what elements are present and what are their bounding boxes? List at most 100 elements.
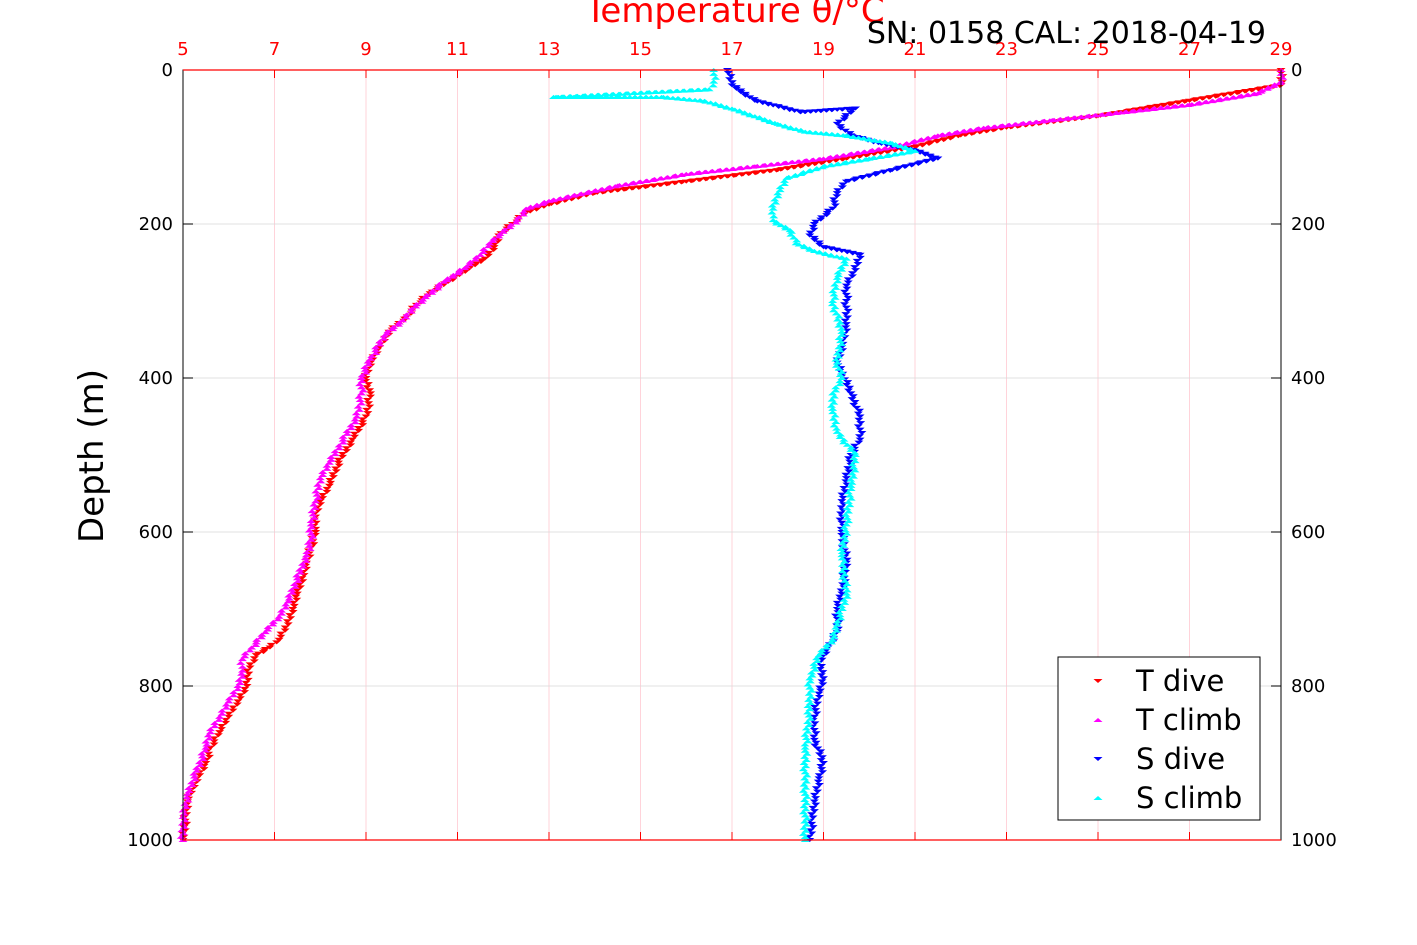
data-point bbox=[807, 688, 817, 693]
data-point bbox=[844, 509, 853, 514]
data-point bbox=[831, 625, 841, 630]
data-point bbox=[325, 478, 335, 483]
data-point bbox=[907, 140, 917, 145]
data-point bbox=[818, 682, 828, 687]
data-point bbox=[330, 452, 340, 457]
data-point bbox=[816, 749, 826, 754]
data-point bbox=[825, 163, 835, 168]
data-point bbox=[850, 459, 860, 464]
data-point bbox=[799, 825, 809, 830]
data-point bbox=[289, 581, 299, 586]
data-point bbox=[758, 163, 768, 168]
data-point bbox=[365, 404, 375, 409]
data-point bbox=[844, 519, 854, 524]
data-point bbox=[836, 616, 846, 621]
data-point bbox=[304, 543, 314, 548]
data-point bbox=[850, 450, 860, 455]
data-point bbox=[240, 651, 250, 656]
data-point bbox=[806, 670, 816, 675]
data-point bbox=[334, 460, 344, 465]
data-point bbox=[531, 203, 541, 208]
data-point bbox=[875, 154, 885, 160]
data-point bbox=[485, 241, 495, 246]
data-point bbox=[190, 777, 200, 782]
data-point bbox=[839, 440, 849, 445]
data-point bbox=[801, 801, 811, 806]
data-point bbox=[886, 145, 896, 150]
data-point bbox=[799, 760, 809, 766]
data-point bbox=[375, 342, 385, 347]
data-point bbox=[845, 131, 855, 136]
data-point bbox=[224, 711, 234, 716]
data-point bbox=[360, 364, 370, 370]
data-point bbox=[851, 106, 861, 111]
data-point bbox=[309, 542, 319, 547]
data-point bbox=[709, 71, 719, 76]
data-point bbox=[833, 279, 843, 284]
data-point bbox=[288, 600, 298, 605]
data-point bbox=[394, 322, 404, 327]
data-point bbox=[819, 760, 828, 766]
data-point bbox=[811, 740, 821, 745]
data-point bbox=[829, 634, 839, 639]
data-point bbox=[755, 116, 765, 121]
data-point bbox=[811, 708, 821, 713]
data-point bbox=[842, 515, 852, 520]
data-point bbox=[814, 694, 824, 700]
data-point bbox=[800, 776, 810, 781]
data-point bbox=[832, 622, 842, 627]
data-point bbox=[818, 670, 828, 675]
data-point bbox=[318, 472, 328, 478]
data-point bbox=[801, 807, 811, 812]
data-point bbox=[851, 268, 861, 273]
data-point bbox=[800, 742, 810, 747]
data-point bbox=[832, 121, 842, 126]
data-point bbox=[498, 229, 508, 234]
data-point bbox=[803, 710, 813, 715]
data-point bbox=[610, 184, 620, 189]
data-point bbox=[828, 410, 838, 415]
data-point bbox=[292, 588, 302, 593]
data-point bbox=[224, 699, 234, 704]
data-point bbox=[1037, 119, 1047, 124]
data-point bbox=[838, 575, 848, 580]
data-point bbox=[775, 185, 785, 190]
data-point bbox=[1075, 115, 1085, 120]
data-point bbox=[833, 619, 843, 624]
data-point bbox=[1090, 113, 1100, 118]
data-point bbox=[228, 708, 238, 713]
data-point bbox=[356, 401, 366, 406]
data-point bbox=[251, 642, 261, 647]
data-point bbox=[287, 590, 297, 595]
data-point bbox=[767, 210, 777, 215]
data-point bbox=[277, 611, 287, 616]
legend-marker bbox=[1093, 717, 1103, 723]
data-point bbox=[800, 791, 810, 796]
data-point bbox=[748, 164, 758, 169]
data-point bbox=[350, 434, 360, 439]
data-point bbox=[210, 720, 220, 725]
data-point bbox=[843, 280, 853, 285]
data-point bbox=[832, 191, 842, 196]
data-point bbox=[406, 309, 416, 314]
data-point bbox=[292, 591, 302, 596]
data-point bbox=[837, 553, 847, 558]
data-point bbox=[801, 764, 811, 769]
data-point bbox=[835, 594, 845, 599]
data-point bbox=[195, 762, 205, 767]
data-point bbox=[817, 679, 827, 684]
data-point bbox=[383, 329, 393, 334]
data-point bbox=[837, 603, 847, 608]
data-point bbox=[1141, 107, 1151, 112]
data-point bbox=[338, 454, 348, 459]
data-point bbox=[1103, 111, 1113, 117]
data-point bbox=[232, 702, 242, 707]
data-point bbox=[233, 699, 243, 704]
x-tick-label: 25 bbox=[1087, 39, 1110, 60]
data-point bbox=[243, 677, 253, 682]
data-point bbox=[288, 606, 298, 612]
y-tick-label-right: 1000 bbox=[1291, 830, 1337, 851]
data-point bbox=[1096, 112, 1106, 117]
data-point bbox=[338, 440, 348, 445]
data-point bbox=[837, 591, 847, 596]
